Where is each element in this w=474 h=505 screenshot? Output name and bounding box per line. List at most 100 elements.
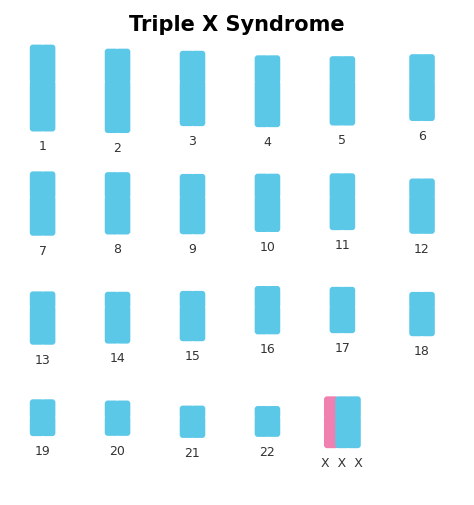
FancyBboxPatch shape bbox=[41, 172, 55, 199]
FancyBboxPatch shape bbox=[180, 81, 194, 127]
Text: 2: 2 bbox=[114, 141, 121, 155]
FancyBboxPatch shape bbox=[180, 196, 194, 235]
FancyBboxPatch shape bbox=[255, 286, 269, 309]
FancyBboxPatch shape bbox=[266, 81, 280, 128]
FancyBboxPatch shape bbox=[116, 306, 130, 344]
FancyBboxPatch shape bbox=[329, 306, 344, 333]
FancyBboxPatch shape bbox=[329, 81, 344, 126]
FancyBboxPatch shape bbox=[180, 306, 194, 341]
Text: 20: 20 bbox=[109, 444, 126, 457]
FancyBboxPatch shape bbox=[105, 196, 119, 235]
FancyBboxPatch shape bbox=[266, 306, 280, 335]
FancyBboxPatch shape bbox=[41, 45, 55, 84]
FancyBboxPatch shape bbox=[324, 416, 338, 448]
FancyBboxPatch shape bbox=[116, 292, 130, 309]
FancyBboxPatch shape bbox=[41, 292, 55, 309]
FancyBboxPatch shape bbox=[191, 196, 205, 235]
FancyBboxPatch shape bbox=[30, 399, 44, 419]
Text: 19: 19 bbox=[35, 444, 50, 457]
FancyBboxPatch shape bbox=[105, 81, 119, 134]
FancyBboxPatch shape bbox=[341, 196, 355, 231]
FancyBboxPatch shape bbox=[346, 396, 361, 419]
Text: 22: 22 bbox=[260, 445, 275, 458]
FancyBboxPatch shape bbox=[255, 56, 269, 84]
Text: 5: 5 bbox=[338, 134, 346, 147]
FancyBboxPatch shape bbox=[116, 196, 130, 235]
FancyBboxPatch shape bbox=[191, 306, 205, 341]
FancyBboxPatch shape bbox=[335, 416, 349, 448]
FancyBboxPatch shape bbox=[105, 401, 119, 419]
FancyBboxPatch shape bbox=[41, 196, 55, 236]
FancyBboxPatch shape bbox=[329, 174, 344, 199]
Text: 4: 4 bbox=[264, 136, 272, 149]
Text: 11: 11 bbox=[335, 238, 350, 251]
FancyBboxPatch shape bbox=[180, 291, 194, 309]
Text: 6: 6 bbox=[418, 130, 426, 142]
FancyBboxPatch shape bbox=[266, 286, 280, 309]
Text: 14: 14 bbox=[109, 352, 126, 365]
Text: 7: 7 bbox=[38, 244, 46, 257]
FancyBboxPatch shape bbox=[329, 57, 344, 84]
FancyBboxPatch shape bbox=[30, 81, 44, 132]
FancyBboxPatch shape bbox=[255, 196, 269, 232]
FancyBboxPatch shape bbox=[346, 416, 361, 448]
Text: 12: 12 bbox=[414, 242, 430, 255]
FancyBboxPatch shape bbox=[105, 416, 119, 436]
FancyBboxPatch shape bbox=[180, 416, 194, 438]
FancyBboxPatch shape bbox=[266, 406, 280, 419]
Text: 9: 9 bbox=[189, 242, 196, 256]
FancyBboxPatch shape bbox=[116, 416, 130, 436]
FancyBboxPatch shape bbox=[409, 292, 424, 309]
Text: X  X  X: X X X bbox=[321, 456, 364, 469]
FancyBboxPatch shape bbox=[266, 416, 280, 437]
FancyBboxPatch shape bbox=[41, 399, 55, 419]
FancyBboxPatch shape bbox=[116, 173, 130, 199]
FancyBboxPatch shape bbox=[41, 416, 55, 436]
FancyBboxPatch shape bbox=[30, 172, 44, 199]
FancyBboxPatch shape bbox=[420, 292, 435, 309]
FancyBboxPatch shape bbox=[30, 45, 44, 84]
FancyBboxPatch shape bbox=[409, 179, 424, 199]
FancyBboxPatch shape bbox=[255, 416, 269, 437]
FancyBboxPatch shape bbox=[420, 55, 435, 84]
Text: 8: 8 bbox=[114, 243, 121, 256]
FancyBboxPatch shape bbox=[341, 57, 355, 84]
Text: 3: 3 bbox=[189, 135, 196, 147]
FancyBboxPatch shape bbox=[409, 55, 424, 84]
FancyBboxPatch shape bbox=[191, 406, 205, 419]
FancyBboxPatch shape bbox=[180, 406, 194, 419]
FancyBboxPatch shape bbox=[335, 396, 349, 419]
FancyBboxPatch shape bbox=[420, 81, 435, 122]
Text: 18: 18 bbox=[414, 344, 430, 358]
FancyBboxPatch shape bbox=[409, 81, 424, 122]
FancyBboxPatch shape bbox=[30, 416, 44, 436]
FancyBboxPatch shape bbox=[180, 52, 194, 84]
FancyBboxPatch shape bbox=[191, 52, 205, 84]
FancyBboxPatch shape bbox=[30, 292, 44, 309]
Text: 15: 15 bbox=[184, 349, 201, 363]
FancyBboxPatch shape bbox=[191, 81, 205, 127]
FancyBboxPatch shape bbox=[41, 81, 55, 132]
FancyBboxPatch shape bbox=[105, 173, 119, 199]
FancyBboxPatch shape bbox=[420, 179, 435, 199]
Text: 16: 16 bbox=[260, 342, 275, 356]
Text: 10: 10 bbox=[259, 240, 275, 254]
FancyBboxPatch shape bbox=[420, 306, 435, 336]
FancyBboxPatch shape bbox=[266, 56, 280, 84]
FancyBboxPatch shape bbox=[191, 291, 205, 309]
FancyBboxPatch shape bbox=[30, 196, 44, 236]
FancyBboxPatch shape bbox=[341, 174, 355, 199]
FancyBboxPatch shape bbox=[105, 306, 119, 344]
FancyBboxPatch shape bbox=[191, 416, 205, 438]
FancyBboxPatch shape bbox=[329, 196, 344, 231]
Text: Triple X Syndrome: Triple X Syndrome bbox=[129, 15, 345, 35]
FancyBboxPatch shape bbox=[105, 49, 119, 84]
FancyBboxPatch shape bbox=[30, 306, 44, 345]
FancyBboxPatch shape bbox=[420, 196, 435, 234]
FancyBboxPatch shape bbox=[341, 81, 355, 126]
FancyBboxPatch shape bbox=[255, 406, 269, 419]
FancyBboxPatch shape bbox=[329, 287, 344, 309]
FancyBboxPatch shape bbox=[341, 287, 355, 309]
FancyBboxPatch shape bbox=[105, 292, 119, 309]
FancyBboxPatch shape bbox=[341, 306, 355, 333]
